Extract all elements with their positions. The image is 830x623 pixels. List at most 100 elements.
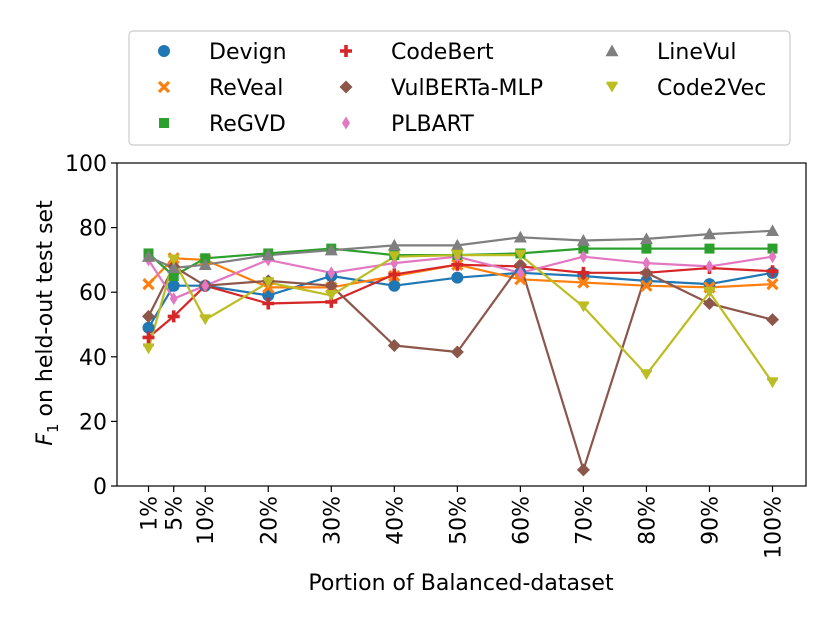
legend-label-reveal: ReVeal: [209, 76, 283, 101]
y-tick-label: 80: [79, 217, 107, 242]
x-tick-label: 70%: [572, 496, 597, 545]
point-devign: [388, 279, 401, 292]
point-regvd: [578, 243, 589, 254]
point-plbart: [579, 250, 588, 264]
y-axis: 0 20 40 60 80 100: [65, 152, 117, 500]
line-codebert: [147, 263, 773, 339]
x-tick-label: 5%: [163, 496, 188, 531]
point-code2vec: [451, 249, 463, 261]
x-tick-label: 20%: [257, 496, 282, 545]
point-code2vec: [143, 343, 154, 355]
point-codebert: [262, 297, 275, 310]
point-linevul: [450, 238, 464, 251]
point-vulberta-mlp: [702, 297, 716, 311]
point-plbart: [201, 279, 210, 293]
point-plbart: [516, 266, 525, 280]
line-linevul: [148, 229, 773, 270]
point-plbart: [642, 256, 651, 270]
legend-entry-codebert: CodeBert: [340, 40, 494, 65]
x-tick-label: 50%: [446, 496, 471, 545]
legend-entry-reveal: ReVeal: [157, 76, 283, 101]
y-tick-label: 60: [79, 281, 107, 306]
y-axis-label-rest: on held-out test set: [33, 200, 58, 424]
x-tick-label: 10%: [194, 496, 219, 545]
legend-entry-plbart: PLBART: [342, 112, 474, 137]
point-devign: [142, 321, 155, 334]
point-code2vec: [703, 286, 715, 298]
point-codebert: [167, 310, 180, 323]
point-linevul: [324, 243, 338, 256]
point-regvd: [168, 271, 179, 282]
x-tick-label: 60%: [509, 496, 534, 545]
point-devign: [451, 271, 464, 284]
point-codebert: [577, 266, 590, 279]
legend-entry-linevul: LineVul: [605, 40, 736, 65]
legend: Devign ReVeal ReGVD CodeBert VulBERTa-MLP PLB…: [157, 40, 766, 137]
point-vulberta-mlp: [766, 313, 779, 327]
legend-marker-vulberta-mlp: [339, 80, 353, 94]
point-code2vec: [577, 301, 589, 313]
point-plbart: [327, 266, 336, 280]
point-linevul: [766, 224, 779, 237]
point-regvd: [704, 243, 715, 254]
point-devign: [167, 279, 180, 292]
x-axis: 1% 5% 10% 20% 30% 40% 50% 60% 70% 80% 90% 100%: [138, 486, 787, 559]
legend-label-devign: Devign: [209, 40, 287, 65]
point-linevul: [576, 234, 590, 246]
y-axis-label: F1 on held-out test set: [33, 200, 62, 446]
legend-marker-devign: [158, 45, 170, 57]
series-markers: [142, 224, 779, 477]
point-linevul: [513, 230, 527, 243]
plot-frame: [116, 162, 807, 487]
legend-label-code2vec: Code2Vec: [657, 76, 766, 101]
point-reveal: [577, 276, 590, 289]
x-tick-label: 90%: [698, 496, 723, 545]
legend-label-vulberta-mlp: VulBERTa-MLP: [391, 76, 543, 101]
point-plbart: [169, 292, 178, 306]
point-codebert: [766, 265, 779, 278]
line-vulberta-mlp: [147, 263, 773, 471]
point-codebert: [388, 268, 401, 281]
x-tick-label: 30%: [320, 496, 345, 545]
legend-marker-codebert: [340, 45, 352, 57]
series-lines: [147, 229, 774, 471]
point-linevul: [167, 261, 181, 274]
y-tick-label: 0: [93, 475, 107, 500]
point-linevul: [387, 238, 401, 251]
point-code2vec: [514, 249, 526, 261]
legend-label-codebert: CodeBert: [391, 40, 494, 65]
point-code2vec: [199, 314, 211, 326]
x-axis-label: Portion of Balanced-dataset: [308, 571, 614, 596]
point-linevul: [639, 232, 653, 245]
legend-marker-plbart: [342, 116, 350, 130]
y-tick-label: 40: [79, 346, 107, 371]
point-linevul: [702, 227, 716, 240]
point-reveal: [766, 277, 779, 291]
legend-entry-code2vec: Code2Vec: [606, 76, 766, 101]
point-code2vec: [325, 290, 337, 301]
y-tick-label: 20: [79, 410, 107, 435]
point-code2vec: [388, 251, 400, 263]
y-axis-label-main: F: [33, 433, 58, 446]
line-code2vec: [147, 254, 774, 384]
point-vulberta-mlp: [639, 266, 653, 280]
point-vulberta-mlp: [142, 309, 155, 323]
legend-entry-regvd: ReGVD: [159, 112, 286, 137]
point-regvd: [641, 243, 652, 254]
y-axis-label-subscript: 1: [44, 423, 62, 433]
point-vulberta-mlp: [324, 279, 338, 293]
point-reveal: [640, 279, 653, 292]
point-reveal: [142, 277, 155, 291]
point-vulberta-mlp: [450, 345, 464, 359]
point-codebert: [142, 331, 155, 344]
point-vulberta-mlp: [576, 463, 590, 477]
legend-frame: [128, 30, 791, 146]
point-linevul: [198, 258, 212, 270]
legend-marker-reveal: [157, 80, 171, 94]
legend-label-regvd: ReGVD: [209, 112, 286, 137]
x-tick-label: 80%: [635, 496, 660, 545]
point-linevul: [142, 250, 155, 262]
point-code2vec: [168, 254, 180, 266]
